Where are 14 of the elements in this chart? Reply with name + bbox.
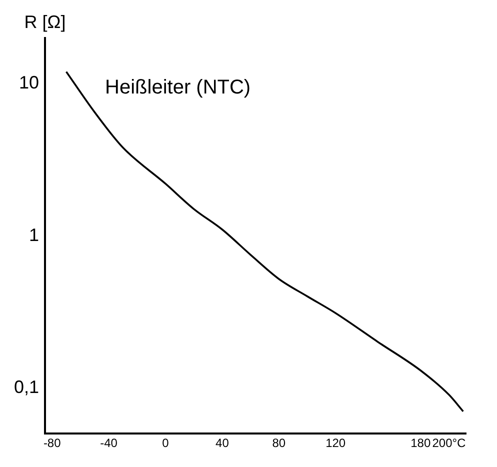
y-axis-title: R [Ω] <box>24 12 66 32</box>
line-series <box>65 70 464 412</box>
x-tick-label: -80 <box>43 436 62 450</box>
x-tick-label: -40 <box>100 436 118 450</box>
y-tick-label: 1 <box>29 224 40 245</box>
x-tick-label: 40 <box>216 436 230 450</box>
x-tick-label: 200°C <box>432 436 466 450</box>
x-tick-label: 80 <box>272 436 286 450</box>
x-tick-label: 0 <box>162 436 170 450</box>
y-tick-label: 0,1 <box>14 376 40 397</box>
y-tick-label: 10 <box>18 72 40 93</box>
x-tick-label: 180 <box>410 436 431 450</box>
x-tick-label: 120 <box>326 436 346 450</box>
annotation: Heißleiter (NTC) <box>105 76 251 99</box>
